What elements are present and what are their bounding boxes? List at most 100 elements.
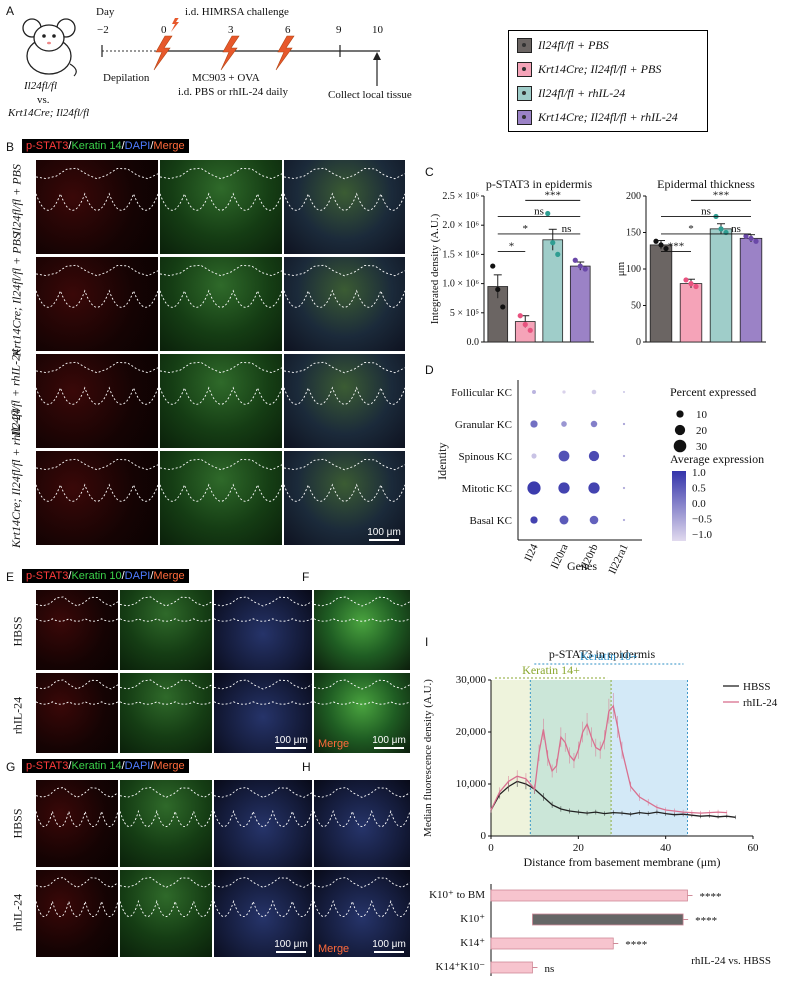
- g-panel-r1-c3: [214, 780, 312, 867]
- b-panel-r2-c1-upper-edge: [36, 264, 158, 277]
- i-k10-label: Keratin 10+: [580, 649, 638, 663]
- b-panel-r4-c1-outline: [36, 458, 158, 502]
- g-panel-r2-c3-scalebar-label: 100 μm: [274, 939, 308, 950]
- b-panel-r1-c1-basement-membrane: [36, 192, 158, 211]
- i-xtick-label-0: 0: [488, 842, 494, 854]
- c1-ytick-label-2: 1.0 × 10⁶: [442, 279, 479, 290]
- i2-label-2: K14⁺: [460, 937, 485, 949]
- g-panel-r2-c4-scalebar: [374, 951, 404, 953]
- day-3: 3: [228, 24, 234, 36]
- b-panel-r4-c1-basement-membrane: [36, 483, 158, 502]
- b-panel-r3-c2-outline: [160, 361, 282, 405]
- e-panel-r1-c3-basement-membrane: [214, 618, 312, 622]
- d-gene-label-3: Il22ra1: [606, 542, 630, 575]
- i2-sig-1: ****: [695, 915, 717, 927]
- c2-ytick-label-3: 150: [626, 228, 641, 239]
- c2-bar-0: [649, 244, 673, 343]
- b-panel-r4-c3-basement-membrane: [284, 483, 405, 502]
- b-panel-r4-c1-upper-edge: [36, 458, 158, 471]
- mouse-genotype-1: Il24fl/fl: [24, 80, 57, 92]
- e-panel-r2-c1-basement-membrane: [36, 701, 118, 705]
- b-panel-r1-c3: [284, 160, 405, 254]
- b-panel-r2-c1: [36, 257, 158, 351]
- b-panel-r2-c2-basement-membrane: [160, 289, 282, 308]
- b-panel-r4-c2-outline: [160, 458, 282, 502]
- e-panel-r2-c3-scalebar: [276, 747, 306, 749]
- i2-annotation: rhIL-24 vs. HBSS: [691, 955, 771, 967]
- g-panel-r1-c2-outline: [120, 787, 212, 827]
- e-panel-r1-c4-outline: [314, 596, 410, 622]
- c2-point-3-1: [748, 235, 754, 241]
- g-panel-r2-c3: 100 μm: [214, 870, 312, 957]
- b-panel-r3-c1-upper-edge: [36, 361, 158, 374]
- b-panel-r2-c2-upper-edge: [160, 264, 282, 277]
- b-panel-r1-c2: [160, 160, 282, 254]
- panel-label-f: F: [302, 570, 310, 584]
- b-panel-r2-c3-basement-membrane: [284, 289, 405, 308]
- dotplot-il24-receptors: Follicular KC Granular KC Spinous KC Mitoti…: [435, 380, 764, 575]
- c1-ytick-label-5: 2.5 × 10⁶: [442, 191, 479, 202]
- d-color-legend-title: Average expression: [670, 452, 764, 466]
- c2-ytick-label-4: 200: [626, 191, 641, 202]
- c2-sig-label-3: ns: [701, 205, 711, 217]
- c1-point-3-1: [577, 263, 583, 269]
- legend-swatch-2: [517, 61, 532, 77]
- c2-title: Epidermal thickness: [657, 177, 755, 191]
- b-panel-r4-c2-basement-membrane: [160, 483, 282, 502]
- b-panel-r4-c3-scalebar: [369, 539, 399, 541]
- e-panel-r2-c3-outline: [214, 679, 312, 705]
- b-panel-r4-c1: [36, 451, 158, 545]
- b-panel-r4-c2-upper-edge: [160, 458, 282, 471]
- i2-label-0: K10⁺ to BM: [429, 889, 485, 901]
- e-panel-r2-c3-basement-membrane: [214, 701, 312, 705]
- c2-bar-1: [679, 283, 703, 343]
- c2-point-0-0: [653, 238, 659, 244]
- i-k14-label: Keratin 14+: [522, 663, 580, 677]
- day-10: 10: [372, 24, 383, 36]
- day-9: 9: [336, 24, 342, 36]
- c2-ytick-label-1: 50: [631, 301, 641, 312]
- h-merge-label: Merge: [318, 943, 350, 955]
- g-panel-r2-c1: [36, 870, 118, 957]
- b-panel-r1-c1: [36, 160, 158, 254]
- d-color-legend-label-3: −0.5: [692, 514, 712, 526]
- g-panel-r1-c2-upper-edge: [120, 787, 212, 798]
- d-row-label-1: Granular KC: [455, 419, 512, 431]
- d-row-label-0: Follicular KC: [451, 387, 512, 399]
- e-row-label-1: HBSS: [10, 616, 25, 647]
- c1-point-1-1: [522, 321, 528, 328]
- d-dot-2-1: [558, 450, 570, 462]
- g-panel-r2-c3-scalebar: [276, 951, 306, 953]
- legend-swatch-4: [517, 109, 532, 125]
- b-panel-r2-c3: [284, 257, 405, 351]
- c2-ytick-label-0: 0: [636, 337, 641, 348]
- g-panel-r2-c2: [120, 870, 212, 957]
- b-panel-r1-c3-upper-edge: [284, 167, 405, 180]
- d-dot-3-3: [622, 486, 626, 490]
- i-xtick-label-1: 20: [573, 842, 585, 854]
- panel-label-h: H: [302, 760, 311, 774]
- d-row-label-3: Mitotic KC: [462, 483, 512, 495]
- g-panel-r2-c1-upper-edge: [36, 877, 118, 888]
- e-panel-r1-c4: [314, 590, 410, 670]
- region-summary-bars: K10⁺ to BM **** K10⁺ **** K14⁺ **** K14⁺K10⁻ ns…: [429, 884, 771, 976]
- e-panel-r1-c1-basement-membrane: [36, 618, 118, 622]
- b-panel-r4-c2: [160, 451, 282, 545]
- day-6: 6: [285, 24, 291, 36]
- g-panel-r2-c2-upper-edge: [120, 877, 212, 888]
- e-panel-r2-c4-upper-edge: [314, 679, 410, 690]
- g-panel-r1-c1-upper-edge: [36, 787, 118, 798]
- c1-bar-3: [569, 265, 591, 343]
- treatment-label-2: i.d. PBS or rhIL-24 daily: [178, 86, 288, 98]
- i-line-0: [490, 780, 736, 818]
- g-panel-r2-c4-upper-edge: [314, 877, 410, 888]
- c2-bar-2: [709, 228, 733, 343]
- c1-ytick-label-4: 2.0 × 10⁶: [442, 220, 479, 231]
- i2-bar-3: [490, 961, 533, 974]
- c1-point-2-0: [545, 210, 551, 217]
- b-panel-r3-c2: [160, 354, 282, 448]
- e-row-label-2: rhIL-24: [10, 696, 25, 735]
- panel-label-g: G: [6, 760, 16, 774]
- c2-point-0-1: [658, 242, 664, 248]
- d-dot-2-3: [622, 454, 626, 458]
